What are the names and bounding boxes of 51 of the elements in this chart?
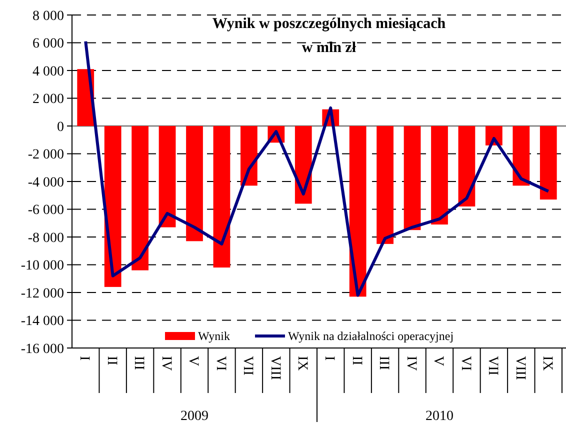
y-tick-label: -2 000 xyxy=(28,148,64,163)
line-series xyxy=(84,40,550,297)
chart-title: Wynik w poszczególnych miesiącach xyxy=(212,16,446,32)
x-tick-label: III xyxy=(131,356,146,370)
text: 2010 xyxy=(426,409,454,424)
x-tick-label: V xyxy=(430,356,446,366)
x-tick-label: VI xyxy=(458,356,473,372)
y-tick-label: 8 000 xyxy=(32,8,64,24)
bar xyxy=(458,126,476,206)
y-tick-label: -14 000 xyxy=(20,314,64,330)
y-tick-label: 4 000 xyxy=(32,64,64,80)
bar xyxy=(431,126,448,225)
x-tick-label: IV xyxy=(158,356,174,371)
bar xyxy=(158,126,176,228)
bar xyxy=(132,126,148,270)
bar xyxy=(540,126,557,200)
legend-label: Wynik na działalności operacyjnej xyxy=(288,329,454,344)
y-tick-label: -6 000 xyxy=(28,203,64,218)
bar xyxy=(376,126,394,244)
legend-label: Wynik xyxy=(198,329,230,344)
bar xyxy=(186,126,203,242)
x-tick-label: VII xyxy=(485,356,500,376)
x-tick-label: II xyxy=(348,356,364,366)
text: 2009 xyxy=(180,409,208,424)
bar xyxy=(404,126,421,230)
x-tick-label: VI xyxy=(212,356,228,372)
y-tick-label: -12 000 xyxy=(20,286,64,302)
y-tick-label: -16 000 xyxy=(20,342,64,357)
y-tick-label: -8 000 xyxy=(28,230,64,246)
bar xyxy=(104,126,122,287)
x-tick-label: I xyxy=(322,356,337,361)
y-tick-label: -10 000 xyxy=(20,258,64,274)
y-tick-label: 2 000 xyxy=(32,92,64,108)
x-tick-label: I xyxy=(76,356,92,361)
text: w mln zł xyxy=(302,40,357,56)
bar xyxy=(512,126,530,186)
x-tick-label: VII xyxy=(240,356,256,376)
x-tick-label: V xyxy=(186,356,201,366)
x-tick-label: IX xyxy=(539,356,554,371)
bar xyxy=(349,126,366,297)
y-tick-label: 6 000 xyxy=(32,36,64,52)
bar xyxy=(213,126,230,268)
x-tick-label: IV xyxy=(403,356,418,371)
bar xyxy=(240,126,258,186)
x-tick-label: VIII xyxy=(267,356,282,380)
x-tick-label: IX xyxy=(294,356,310,371)
y-tick-label: -4 000 xyxy=(28,175,64,190)
y-tick-label: 0 xyxy=(57,120,64,135)
x-tick-label: II xyxy=(104,356,119,366)
x-tick-label: III xyxy=(376,356,392,370)
x-tick-label: VIII xyxy=(512,356,528,380)
